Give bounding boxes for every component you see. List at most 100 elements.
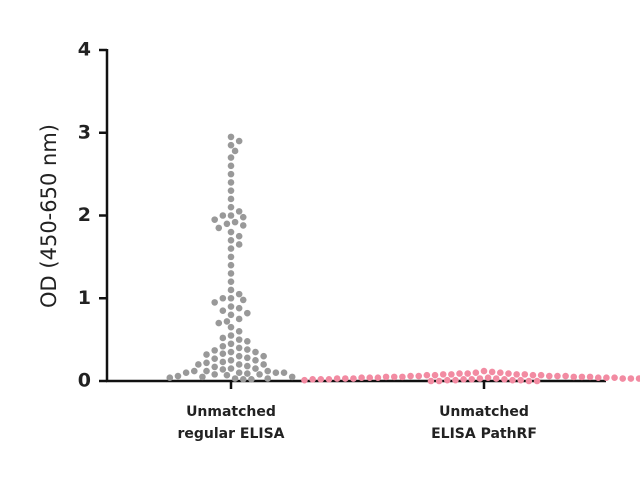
data-point — [309, 376, 316, 383]
data-point — [619, 375, 627, 382]
data-point — [439, 371, 447, 378]
data-point — [227, 294, 235, 302]
data-point — [374, 374, 382, 381]
data-point — [227, 237, 235, 244]
data-point — [239, 213, 247, 221]
data-point — [635, 375, 640, 382]
data-point — [252, 365, 259, 372]
data-point — [509, 376, 516, 384]
data-point — [443, 376, 451, 384]
x-tick-label: regular ELISA — [177, 426, 284, 442]
data-point — [215, 319, 223, 327]
data-point — [235, 304, 243, 312]
data-point — [182, 369, 190, 377]
data-point — [248, 376, 255, 383]
data-point — [235, 352, 243, 360]
data-point — [227, 253, 235, 261]
data-point — [256, 371, 263, 378]
data-point — [264, 375, 272, 382]
data-point — [227, 357, 235, 364]
data-point — [468, 376, 476, 383]
data-point — [231, 147, 239, 155]
data-point — [594, 374, 602, 381]
data-point — [407, 372, 414, 380]
data-point — [366, 374, 374, 381]
data-point — [219, 334, 227, 342]
data-point — [464, 370, 471, 377]
data-point — [203, 367, 210, 375]
data-point — [431, 371, 439, 379]
data-point — [358, 374, 365, 381]
data-point — [227, 278, 235, 286]
data-point — [570, 373, 578, 381]
data-point — [227, 170, 235, 178]
data-point — [244, 309, 251, 317]
data-point — [423, 371, 431, 379]
data-point — [215, 224, 223, 232]
y-axis-label: OD (450-650 nm) — [37, 124, 61, 308]
data-point — [399, 373, 406, 381]
x-tick-label: Unmatched — [439, 404, 529, 420]
data-point — [492, 375, 500, 382]
data-point — [227, 212, 235, 219]
y-tick-label: 1 — [78, 287, 91, 309]
data-point — [227, 154, 235, 161]
data-point — [211, 363, 218, 371]
data-point — [264, 367, 272, 375]
data-point — [260, 352, 267, 360]
data-point — [545, 372, 553, 380]
data-point — [227, 245, 235, 252]
data-point — [586, 373, 594, 381]
data-point — [235, 369, 243, 377]
y-tick-label: 3 — [78, 121, 91, 143]
data-point — [244, 346, 251, 353]
data-point — [235, 361, 243, 368]
data-point — [211, 299, 218, 306]
data-point — [227, 228, 235, 236]
y-tick-label: 4 — [78, 39, 91, 61]
data-point — [227, 340, 235, 348]
data-point — [525, 377, 533, 385]
data-point — [480, 367, 488, 375]
data-point — [341, 375, 349, 382]
data-point — [244, 337, 251, 345]
data-point — [227, 261, 235, 269]
data-point — [235, 241, 243, 248]
data-point — [219, 294, 227, 302]
data-point — [390, 373, 398, 381]
data-point — [317, 376, 325, 383]
data-point — [239, 376, 247, 383]
data-point — [235, 137, 243, 145]
data-point — [195, 361, 202, 368]
data-point — [497, 369, 504, 377]
data-point — [488, 368, 496, 376]
data-point — [260, 361, 267, 368]
data-point — [252, 348, 259, 356]
data-point — [333, 375, 341, 382]
data-point — [521, 371, 529, 378]
y-tick-label: 2 — [78, 204, 91, 226]
data-point — [235, 208, 243, 215]
data-point — [190, 367, 198, 375]
x-tick-label: Unmatched — [186, 404, 276, 420]
data-point — [227, 348, 235, 356]
data-point — [235, 232, 243, 240]
data-point — [325, 376, 333, 383]
data-point — [227, 365, 235, 372]
data-point — [199, 373, 206, 381]
data-point — [235, 290, 243, 298]
data-point — [227, 162, 235, 170]
data-point — [227, 332, 235, 339]
data-point — [227, 203, 235, 211]
data-point — [435, 377, 443, 385]
data-point — [252, 357, 259, 364]
data-point — [427, 377, 435, 385]
data-point — [231, 375, 239, 382]
data-point — [280, 369, 288, 377]
data-point — [227, 286, 235, 294]
data-point — [529, 371, 537, 379]
data-point — [219, 350, 227, 357]
data-point — [476, 375, 484, 382]
data-point — [235, 344, 243, 352]
